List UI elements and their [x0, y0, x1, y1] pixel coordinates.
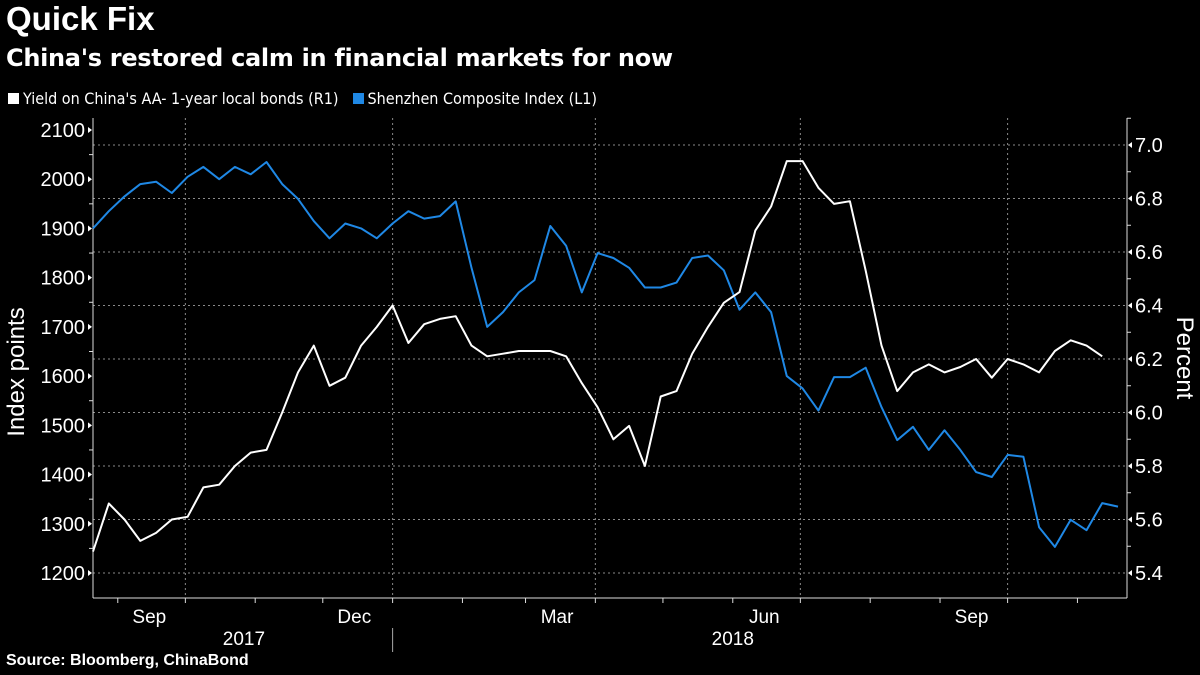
left-tick-label: 1500: [41, 415, 86, 437]
left-tick-label: 1400: [41, 465, 86, 487]
left-tick-marker: [88, 127, 92, 133]
x-tick-label: Sep: [955, 607, 989, 628]
left-tick-label: 1300: [41, 514, 86, 536]
x-tick-label: Dec: [337, 607, 371, 628]
x-tick-label: Mar: [541, 607, 574, 628]
right-tick-label: 5.6: [1135, 510, 1163, 532]
left-tick-label: 2000: [41, 169, 86, 191]
right-tick-marker: [1128, 570, 1132, 576]
right-tick-label: 6.2: [1135, 349, 1163, 371]
x-year-label: 2017: [223, 629, 265, 650]
x-tick-label: Jun: [749, 607, 780, 628]
x-tick-label: Sep: [132, 607, 166, 628]
right-tick-label: 5.8: [1135, 456, 1163, 478]
right-axis-title: Percent: [1171, 317, 1198, 400]
source-note: Source: Bloomberg, ChinaBond: [6, 652, 249, 669]
left-tick-marker: [88, 471, 92, 478]
left-tick-label: 1900: [41, 218, 86, 240]
left-tick-label: 1600: [41, 366, 86, 388]
left-tick-marker: [88, 570, 92, 576]
x-year-label: 2018: [712, 629, 754, 650]
left-tick-marker: [88, 373, 92, 380]
left-tick-label: 2100: [41, 120, 86, 142]
chart-title: Quick Fix: [6, 0, 155, 37]
left-tick-label: 1800: [41, 268, 86, 290]
legend-label-yield: Yield on China's AA- 1-year local bonds …: [23, 89, 339, 108]
left-tick-marker: [88, 176, 92, 183]
legend-item-yield: Yield on China's AA- 1-year local bonds …: [8, 89, 339, 108]
series-line-bond-yield: [92, 160, 1103, 552]
left-tick-marker: [88, 225, 92, 232]
right-tick-marker: [1128, 302, 1132, 309]
series-line-shenzhen-index: [92, 161, 1119, 548]
left-tick-marker: [88, 520, 92, 527]
left-tick-marker: [88, 422, 92, 429]
right-tick-marker: [1128, 463, 1132, 469]
right-tick-marker: [1128, 142, 1132, 148]
legend-label-index: Shenzhen Composite Index (L1): [367, 89, 597, 108]
right-tick-label: 5.4: [1135, 563, 1163, 585]
legend: Yield on China's AA- 1-year local bonds …: [8, 89, 597, 108]
right-tick-label: 6.8: [1135, 189, 1163, 211]
left-tick-label: 1200: [41, 563, 86, 585]
right-tick-label: 7.0: [1135, 135, 1163, 157]
legend-item-index: Shenzhen Composite Index (L1): [352, 89, 597, 108]
left-tick-marker: [88, 274, 92, 281]
right-tick-label: 6.0: [1135, 403, 1163, 425]
left-axis-title: Index points: [3, 307, 30, 436]
right-tick-marker: [1128, 195, 1132, 202]
right-tick-marker: [1128, 249, 1132, 255]
right-tick-marker: [1128, 356, 1132, 362]
left-tick-label: 1700: [41, 317, 86, 339]
chart-subtitle: China's restored calm in financial marke…: [6, 44, 673, 72]
legend-swatch-yield: [8, 93, 19, 104]
right-tick-label: 6.6: [1135, 242, 1163, 264]
right-tick-label: 6.4: [1135, 296, 1163, 318]
right-tick-marker: [1128, 409, 1132, 416]
left-tick-marker: [88, 323, 92, 330]
right-tick-marker: [1128, 516, 1132, 523]
legend-swatch-index: [352, 93, 364, 104]
